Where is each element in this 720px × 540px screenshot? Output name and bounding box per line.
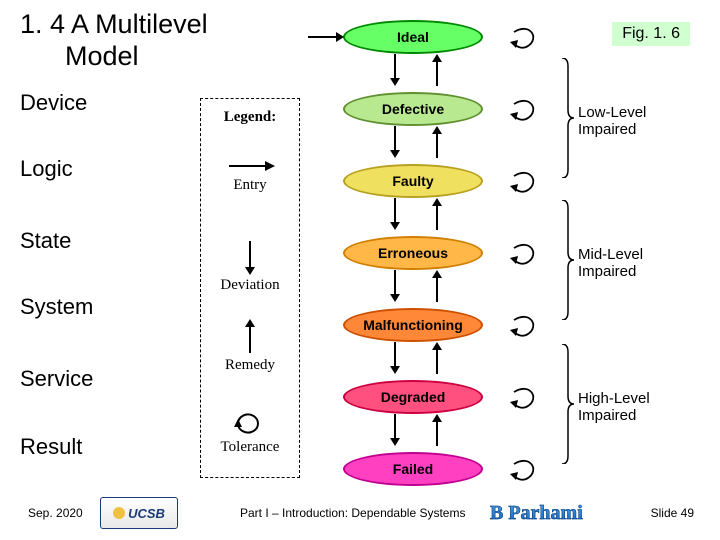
arrow-up-icon <box>243 319 257 355</box>
up-arrow-icon <box>430 270 444 302</box>
legend-title: Legend: <box>201 109 299 126</box>
state-row: Defective <box>308 86 518 132</box>
arrow-down-icon <box>243 239 257 275</box>
legend-entry-label: Entry <box>233 177 266 193</box>
ucsb-dot-icon <box>113 507 125 519</box>
layer-label: System <box>20 294 93 320</box>
layer-label: Logic <box>20 156 73 182</box>
footer-date: Sep. 2020 <box>28 506 83 520</box>
self-loop-icon <box>510 168 540 196</box>
state-row: Malfunctioning <box>308 302 518 348</box>
state-oval: Failed <box>343 452 483 486</box>
legend-tolerance-label: Tolerance <box>221 439 280 455</box>
self-loop-icon <box>510 384 540 412</box>
brace-icon <box>560 58 574 178</box>
layer-label: Result <box>20 434 82 460</box>
up-arrow-icon <box>430 126 444 158</box>
state-oval: Erroneous <box>343 236 483 270</box>
state-oval: Defective <box>343 92 483 126</box>
up-arrow-icon <box>430 414 444 446</box>
down-arrow-icon <box>388 270 402 302</box>
down-arrow-icon <box>388 342 402 374</box>
title-line1: 1. 4 A Multilevel <box>20 9 208 39</box>
impairment-label: High-LevelImpaired <box>578 390 650 425</box>
down-arrow-icon <box>388 414 402 446</box>
legend-deviation-label: Deviation <box>220 277 279 293</box>
up-arrow-icon <box>430 198 444 230</box>
ucsb-text: UCSB <box>128 506 165 521</box>
state-oval: Faulty <box>343 164 483 198</box>
state-row: Degraded <box>308 374 518 420</box>
state-row: Failed <box>308 446 518 492</box>
state-row: Faulty <box>308 158 518 204</box>
footer: Sep. 2020 UCSB Part I – Introduction: De… <box>0 492 720 534</box>
up-arrow-icon <box>430 54 444 86</box>
arrow-right-icon <box>225 159 275 173</box>
legend-deviation: Deviation <box>201 239 299 294</box>
legend-remedy: Remedy <box>201 319 299 374</box>
ucsb-logo: UCSB <box>100 497 178 529</box>
state-row: Ideal <box>308 14 518 60</box>
legend-entry: Entry <box>201 159 299 194</box>
legend-box: Legend: Entry Deviation Remedy Tolerance <box>200 98 300 478</box>
self-loop-icon <box>510 312 540 340</box>
self-loop-icon <box>510 96 540 124</box>
slide-number: Slide 49 <box>651 506 694 520</box>
entry-arrow-icon <box>308 30 344 44</box>
layer-label: Device <box>20 90 87 116</box>
legend-tolerance: Tolerance <box>201 409 299 456</box>
brace-icon <box>560 200 574 320</box>
down-arrow-icon <box>388 126 402 158</box>
figure-label: Fig. 1. 6 <box>612 22 690 46</box>
state-oval: Malfunctioning <box>343 308 483 342</box>
down-arrow-icon <box>388 54 402 86</box>
state-oval: Ideal <box>343 20 483 54</box>
impairment-label: Mid-LevelImpaired <box>578 246 643 281</box>
footer-author: B Parhami <box>490 502 583 525</box>
layer-label: State <box>20 228 71 254</box>
layer-label: Service <box>20 366 93 392</box>
self-loop-icon <box>510 24 540 52</box>
slide-title: 1. 4 A Multilevel Model <box>20 8 208 73</box>
self-loop-icon <box>510 240 540 268</box>
self-loop-icon <box>510 456 540 484</box>
state-oval: Degraded <box>343 380 483 414</box>
title-line2: Model <box>65 41 139 71</box>
brace-icon <box>560 344 574 464</box>
footer-part: Part I – Introduction: Dependable System… <box>240 506 465 520</box>
down-arrow-icon <box>388 198 402 230</box>
legend-remedy-label: Remedy <box>225 357 275 373</box>
impairment-label: Low-LevelImpaired <box>578 104 646 139</box>
up-arrow-icon <box>430 342 444 374</box>
loop-icon <box>230 409 270 437</box>
state-row: Erroneous <box>308 230 518 276</box>
